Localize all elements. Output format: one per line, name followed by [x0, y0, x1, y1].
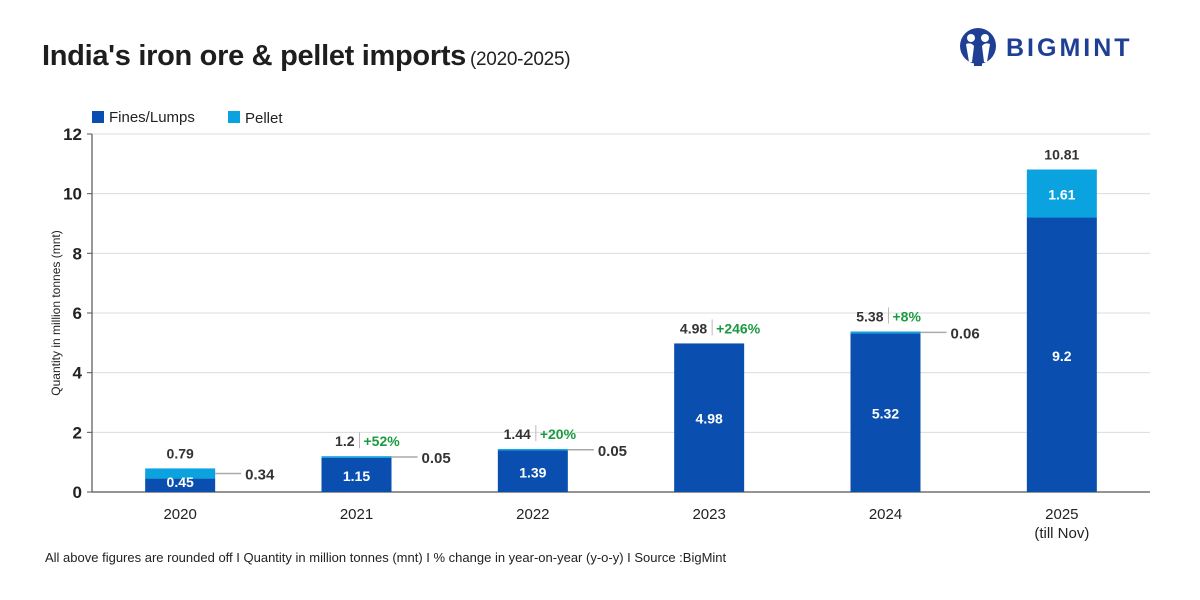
y-tick-label: 8	[73, 244, 82, 263]
bigmint-logo-text: BIGMINT	[1006, 33, 1133, 62]
data-label-total: 1.2	[335, 433, 355, 449]
bar-fines-lumps	[321, 457, 392, 492]
y-tick-label: 4	[73, 364, 83, 383]
data-label-pellet: 1.61	[1048, 187, 1075, 203]
data-label-yoy: +246%	[716, 320, 761, 336]
data-label-fines-lumps: 4.98	[696, 411, 723, 427]
data-label-yoy: +20%	[540, 426, 577, 442]
data-label-fines-lumps: 1.39	[519, 464, 546, 480]
chart-title-main: India's iron ore & pellet imports	[42, 40, 467, 72]
data-label-yoy: +52%	[364, 433, 401, 449]
legend-swatch-pellet	[228, 111, 240, 123]
data-label-total: 4.98	[680, 320, 707, 336]
x-tick-label: 2024	[869, 506, 902, 523]
bar-pellet	[145, 468, 216, 479]
bar-pellet	[850, 331, 921, 334]
data-label-fines-lumps: 1.15	[343, 468, 370, 484]
x-tick-label: 2025	[1045, 506, 1078, 523]
x-tick-label: 2022	[516, 506, 549, 523]
x-tick-label: 2021	[340, 506, 373, 523]
bar-pellet	[497, 449, 568, 451]
bar-pellet	[1026, 169, 1097, 218]
data-label-fines-lumps: 0.45	[167, 474, 194, 490]
bar-fines-lumps	[850, 333, 921, 492]
bigmint-logo-icon	[960, 28, 996, 66]
data-label-pellet: 0.05	[422, 450, 451, 467]
y-tick-label: 2	[73, 423, 82, 442]
data-label-pellet: 0.05	[598, 443, 627, 460]
legend-label-fines-lumps: Fines/Lumps	[109, 109, 195, 126]
data-label-fines-lumps: 5.32	[872, 406, 899, 422]
x-tick-label: 2023	[692, 506, 725, 523]
data-label-fines-lumps: 9.2	[1052, 348, 1072, 364]
data-label-total: 1.44	[504, 426, 531, 442]
y-tick-label: 12	[63, 125, 82, 144]
data-label-total: 0.79	[167, 445, 194, 461]
y-tick-label: 6	[73, 304, 82, 323]
x-tick-label: 2020	[163, 506, 196, 523]
bar-fines-lumps	[1026, 217, 1097, 493]
legend-swatch-fines-lumps	[92, 111, 104, 123]
data-label-pellet: 0.34	[245, 467, 275, 484]
bigmint-logo: BIGMINT	[958, 26, 1133, 70]
footer-note: All above figures are rounded off I Quan…	[45, 550, 727, 565]
bar-pellet	[321, 456, 392, 458]
y-axis-label: Quantity in million tonnes (mnt)	[49, 230, 63, 395]
bar-fines-lumps	[674, 343, 745, 492]
y-tick-label: 0	[73, 483, 82, 502]
bar-fines-lumps	[145, 478, 216, 492]
chart-title: India's iron ore & pellet imports (2020-2…	[42, 40, 571, 73]
data-label-yoy: +8%	[893, 308, 922, 324]
x-tick-sublabel: (till Nov)	[1034, 525, 1089, 542]
chart-title-years: (2020-2025)	[470, 49, 571, 70]
data-label-total: 10.81	[1044, 147, 1079, 163]
data-label-total: 5.38	[856, 308, 883, 324]
y-tick-label: 10	[63, 185, 82, 204]
legend-label-pellet: Pellet	[245, 110, 283, 127]
data-label-pellet: 0.06	[951, 325, 980, 342]
bar-fines-lumps	[497, 450, 568, 492]
